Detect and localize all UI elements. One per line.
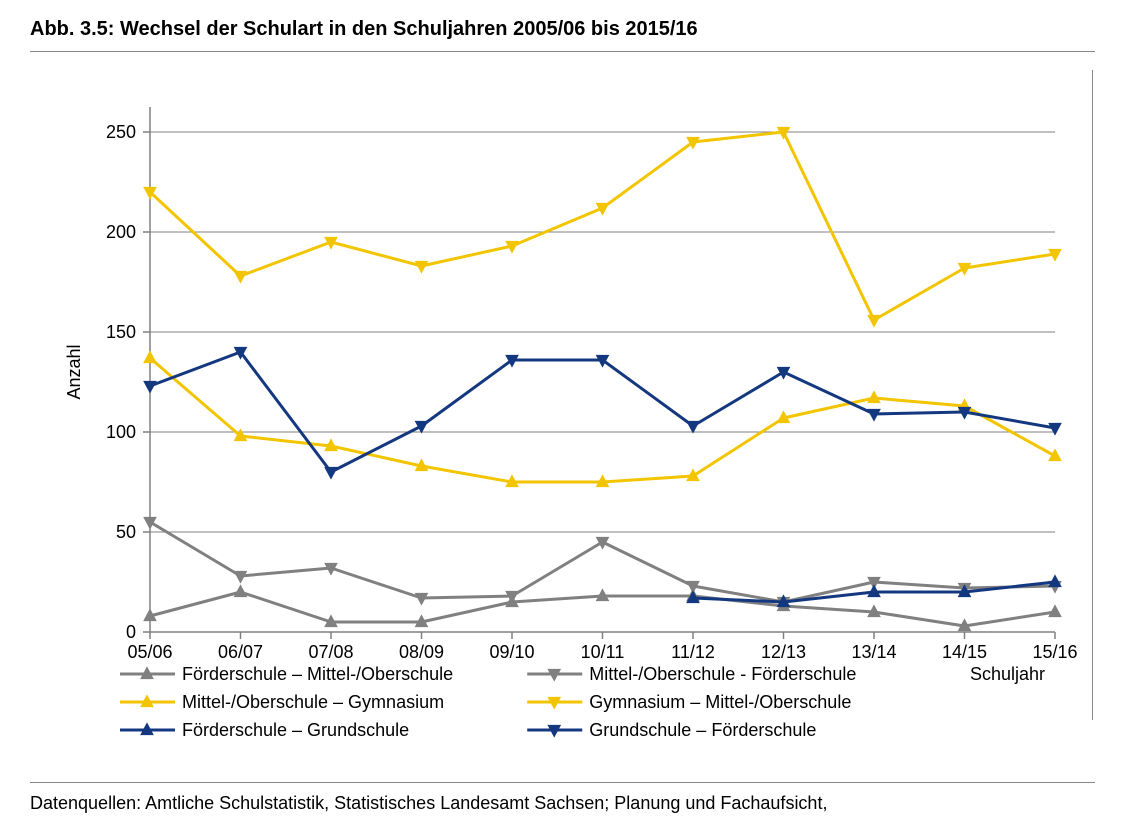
svg-text:100: 100 xyxy=(106,422,136,442)
svg-text:Mittel-/Oberschule - Fördersch: Mittel-/Oberschule - Förderschule xyxy=(589,664,856,684)
svg-text:0: 0 xyxy=(126,622,136,642)
page-title: Abb. 3.5: Wechsel der Schulart in den Sc… xyxy=(30,18,1095,41)
chart-container: 0 50 100 150 200 250 05/06 06/07 07/08 08/09 09/10… xyxy=(30,82,1095,782)
svg-text:14/15: 14/15 xyxy=(942,642,987,662)
svg-text:Anzahl: Anzahl xyxy=(64,344,84,399)
svg-text:08/09: 08/09 xyxy=(399,642,444,662)
svg-text:07/08: 07/08 xyxy=(308,642,353,662)
svg-text:10/11: 10/11 xyxy=(581,642,625,662)
svg-text:12/13: 12/13 xyxy=(761,642,806,662)
svg-text:Schuljahr: Schuljahr xyxy=(970,664,1045,684)
bottom-rule xyxy=(30,782,1095,783)
svg-text:Gymnasium – Mittel-/Oberschule: Gymnasium – Mittel-/Oberschule xyxy=(589,692,851,712)
svg-text:250: 250 xyxy=(106,122,136,142)
svg-text:11/12: 11/12 xyxy=(671,642,715,662)
footer-text: Datenquellen: Amtliche Schulstatistik, S… xyxy=(30,793,1095,814)
svg-text:200: 200 xyxy=(106,222,136,242)
svg-text:Förderschule – Grundschule: Förderschule – Grundschule xyxy=(182,720,409,740)
svg-text:06/07: 06/07 xyxy=(218,642,263,662)
svg-text:09/10: 09/10 xyxy=(489,642,534,662)
line-chart: 0 50 100 150 200 250 05/06 06/07 07/08 08/09 09/10… xyxy=(30,82,1095,782)
top-rule xyxy=(30,51,1095,52)
svg-text:50: 50 xyxy=(116,522,136,542)
svg-text:Grundschule – Förderschule: Grundschule – Förderschule xyxy=(589,720,816,740)
svg-text:13/14: 13/14 xyxy=(851,642,896,662)
svg-text:150: 150 xyxy=(106,322,136,342)
svg-text:05/06: 05/06 xyxy=(127,642,172,662)
svg-text:15/16: 15/16 xyxy=(1032,642,1077,662)
svg-text:Mittel-/Oberschule – Gymnasium: Mittel-/Oberschule – Gymnasium xyxy=(182,692,444,712)
svg-text:Förderschule – Mittel-/Obersch: Förderschule – Mittel-/Oberschule xyxy=(182,664,453,684)
